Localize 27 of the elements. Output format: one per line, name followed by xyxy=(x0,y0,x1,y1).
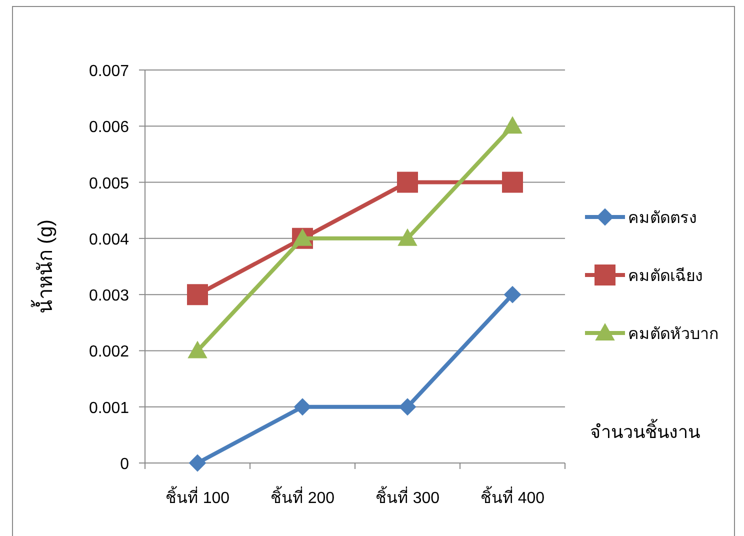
point xyxy=(189,454,206,472)
point xyxy=(398,228,417,246)
y-tick-label: 0.006 xyxy=(88,119,130,136)
point xyxy=(397,172,418,193)
y-tick-label: 0.004 xyxy=(88,231,130,248)
y-tick-label: 0.001 xyxy=(88,400,130,417)
point xyxy=(502,172,523,193)
point xyxy=(188,341,207,358)
point xyxy=(504,286,521,304)
legend-label: คมตัดเฉียง xyxy=(628,267,703,285)
y-tick-label: 0.005 xyxy=(88,175,130,192)
x-tick-label: ชิ้นที่ 400 xyxy=(480,486,545,507)
point xyxy=(294,398,311,416)
y-tick-label: 0 xyxy=(120,456,130,473)
point xyxy=(187,284,208,306)
y-tick-label: 0.003 xyxy=(88,288,130,305)
y-tick-label: 0.007 xyxy=(88,63,130,80)
y-axis-title: น้ำหนัก (g) xyxy=(31,220,57,314)
y-tick-label: 0.002 xyxy=(88,344,130,361)
legend-label: คมตัดตรง xyxy=(628,210,697,227)
legend-label: คมตัดหัวบาก xyxy=(628,326,719,343)
x-tick-label: ชิ้นที่ 200 xyxy=(270,486,335,507)
x-tick-label: ชิ้นที่ 300 xyxy=(375,486,440,507)
point xyxy=(503,116,522,134)
x-tick-label: ชิ้นที่ 100 xyxy=(165,486,230,507)
x-axis-title: จำนวนชิ้นงาน xyxy=(590,419,700,442)
point xyxy=(399,398,416,416)
